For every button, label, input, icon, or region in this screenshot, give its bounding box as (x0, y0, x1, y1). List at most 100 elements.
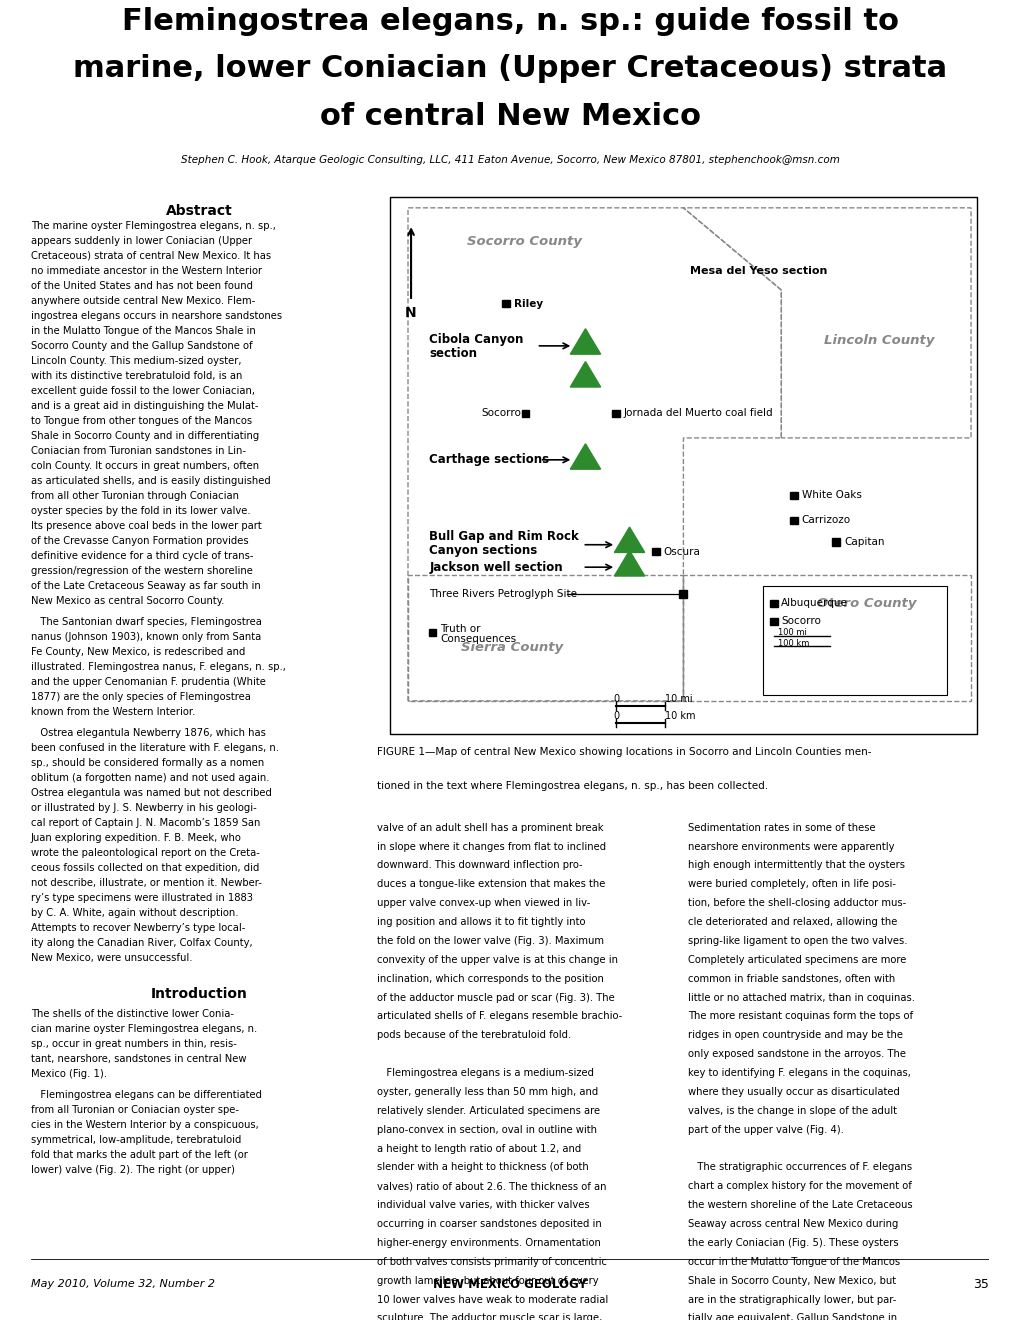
Text: Attempts to recover Newberry’s type local-: Attempts to recover Newberry’s type loca… (31, 924, 245, 933)
Text: Juan exploring expedition. F. B. Meek, who: Juan exploring expedition. F. B. Meek, w… (31, 833, 242, 843)
Text: Carrizozo: Carrizozo (801, 515, 850, 525)
Text: of the United States and has not been found: of the United States and has not been fo… (31, 281, 253, 290)
Text: of the Late Cretaceous Seaway as far south in: of the Late Cretaceous Seaway as far sou… (31, 581, 260, 591)
Text: The marine oyster Flemingostrea elegans, n. sp.,: The marine oyster Flemingostrea elegans,… (31, 220, 275, 231)
Text: high enough intermittently that the oysters: high enough intermittently that the oyst… (688, 861, 905, 870)
Bar (651, 548, 659, 556)
Text: in the Mulatto Tongue of the Mancos Shale in: in the Mulatto Tongue of the Mancos Shal… (31, 326, 255, 335)
Text: spring-like ligament to open the two valves.: spring-like ligament to open the two val… (688, 936, 907, 946)
Text: ry’s type specimens were illustrated in 1883: ry’s type specimens were illustrated in … (31, 894, 253, 903)
Text: where they usually occur as disarticulated: where they usually occur as disarticulat… (688, 1086, 900, 1097)
Text: Stephen C. Hook, Atarque Geologic Consulting, LLC, 411 Eaton Avenue, Socorro, Ne: Stephen C. Hook, Atarque Geologic Consul… (180, 156, 839, 165)
Text: N: N (405, 306, 417, 321)
Text: 10 lower valves have weak to moderate radial: 10 lower valves have weak to moderate ra… (377, 1295, 608, 1304)
Text: Albuquerque: Albuquerque (781, 598, 848, 609)
Text: Socorro: Socorro (481, 408, 521, 418)
Text: little or no attached matrix, than in coquinas.: little or no attached matrix, than in co… (688, 993, 915, 1003)
Text: ridges in open countryside and may be the: ridges in open countryside and may be th… (688, 1031, 903, 1040)
Text: Shale in Socorro County, New Mexico, but: Shale in Socorro County, New Mexico, but (688, 1275, 896, 1286)
Text: not describe, illustrate, or mention it. Newber-: not describe, illustrate, or mention it.… (31, 878, 261, 888)
Text: 100 km: 100 km (777, 639, 809, 648)
Text: anywhere outside central New Mexico. Flem-: anywhere outside central New Mexico. Fle… (31, 296, 255, 306)
Text: the fold on the lower valve (Fig. 3). Maximum: the fold on the lower valve (Fig. 3). Ma… (377, 936, 604, 946)
Polygon shape (570, 444, 600, 469)
Text: Bull Gap and Rim Rock: Bull Gap and Rim Rock (429, 531, 579, 543)
Text: key to identifying F. elegans in the coquinas,: key to identifying F. elegans in the coq… (688, 1068, 911, 1078)
Text: oyster species by the fold in its lower valve.: oyster species by the fold in its lower … (31, 506, 250, 516)
Text: NEW MEXICO GEOLOGY: NEW MEXICO GEOLOGY (433, 1278, 586, 1291)
Text: Oscura: Oscura (663, 546, 700, 557)
Text: 10 km: 10 km (664, 711, 695, 721)
Text: and the upper Cenomanian F. prudentia (White: and the upper Cenomanian F. prudentia (W… (31, 677, 265, 688)
Text: Lincoln County. This medium-sized oyster,: Lincoln County. This medium-sized oyster… (31, 356, 240, 366)
Text: Cretaceous) strata of central New Mexico. It has: Cretaceous) strata of central New Mexico… (31, 251, 270, 261)
Text: Flemingostrea elegans can be differentiated: Flemingostrea elegans can be differentia… (31, 1090, 261, 1100)
Text: tioned in the text where Flemingostrea elegans, n. sp., has been collected.: tioned in the text where Flemingostrea e… (377, 781, 767, 791)
Text: relatively slender. Articulated specimens are: relatively slender. Articulated specimen… (377, 1106, 600, 1115)
Text: Flemingostrea elegans, n. sp.: guide fossil to: Flemingostrea elegans, n. sp.: guide fos… (121, 7, 898, 36)
Text: Carthage sections: Carthage sections (429, 453, 549, 466)
Text: ing position and allows it to fit tightly into: ing position and allows it to fit tightl… (377, 917, 585, 927)
Bar (769, 599, 777, 607)
Text: fold that marks the adult part of the left (or: fold that marks the adult part of the le… (31, 1150, 248, 1160)
Text: Cibola Canyon: Cibola Canyon (429, 333, 524, 346)
Text: Shale in Socorro County and in differentiating: Shale in Socorro County and in different… (31, 430, 259, 441)
Text: 35: 35 (972, 1278, 988, 1291)
Text: Lincoln County: Lincoln County (823, 334, 933, 347)
Text: 10 mi: 10 mi (664, 694, 692, 704)
Text: Socorro: Socorro (781, 616, 820, 627)
Text: Capitan: Capitan (844, 537, 884, 546)
Text: from all Turonian or Coniacian oyster spe-: from all Turonian or Coniacian oyster sp… (31, 1105, 238, 1115)
Text: of central New Mexico: of central New Mexico (319, 102, 700, 131)
Text: gression/regression of the western shoreline: gression/regression of the western shore… (31, 566, 253, 576)
Text: The shells of the distinctive lower Conia-: The shells of the distinctive lower Coni… (31, 1008, 233, 1019)
Text: Coniacian from Turonian sandstones in Lin-: Coniacian from Turonian sandstones in Li… (31, 446, 246, 455)
Text: Flemingostrea elegans is a medium-sized: Flemingostrea elegans is a medium-sized (377, 1068, 594, 1078)
Text: valves, is the change in slope of the adult: valves, is the change in slope of the ad… (688, 1106, 897, 1115)
Text: 0: 0 (612, 694, 619, 704)
Text: as articulated shells, and is easily distinguished: as articulated shells, and is easily dis… (31, 477, 270, 486)
Text: sculpture. The adductor muscle scar is large,: sculpture. The adductor muscle scar is l… (377, 1313, 602, 1320)
Text: ingostrea elegans occurs in nearshore sandstones: ingostrea elegans occurs in nearshore sa… (31, 312, 281, 321)
Text: marine, lower Coniacian (Upper Cretaceous) strata: marine, lower Coniacian (Upper Cretaceou… (73, 54, 946, 83)
Text: cle deteriorated and relaxed, allowing the: cle deteriorated and relaxed, allowing t… (688, 917, 897, 927)
Text: Ostrea elegantula was named but not described: Ostrea elegantula was named but not desc… (31, 788, 271, 799)
Text: oblitum (a forgotten name) and not used again.: oblitum (a forgotten name) and not used … (31, 774, 269, 784)
Text: Abstract: Abstract (165, 205, 232, 218)
Text: pods because of the terebratuloid fold.: pods because of the terebratuloid fold. (377, 1031, 571, 1040)
Text: were buried completely, often in life posi-: were buried completely, often in life po… (688, 879, 896, 890)
Text: inclination, which corresponds to the position: inclination, which corresponds to the po… (377, 974, 603, 983)
Text: upper valve convex-up when viewed in liv-: upper valve convex-up when viewed in liv… (377, 898, 590, 908)
Text: Consequences: Consequences (440, 634, 516, 644)
Bar (832, 539, 840, 545)
Text: 0: 0 (612, 711, 619, 721)
Text: 100 mi: 100 mi (777, 628, 806, 636)
Text: appears suddenly in lower Coniacian (Upper: appears suddenly in lower Coniacian (Upp… (31, 236, 252, 246)
Text: tially age equivalent, Gallup Sandstone in: tially age equivalent, Gallup Sandstone … (688, 1313, 897, 1320)
Bar (501, 300, 510, 308)
Text: coln County. It occurs in great numbers, often: coln County. It occurs in great numbers,… (31, 461, 259, 471)
Text: excellent guide fossil to the lower Coniacian,: excellent guide fossil to the lower Coni… (31, 385, 255, 396)
Text: Canyon sections: Canyon sections (429, 544, 537, 557)
Text: May 2010, Volume 32, Number 2: May 2010, Volume 32, Number 2 (31, 1279, 214, 1290)
Text: ceous fossils collected on that expedition, did: ceous fossils collected on that expediti… (31, 863, 259, 874)
Text: Three Rivers Petroglyph Site: Three Rivers Petroglyph Site (429, 589, 577, 599)
Text: The more resistant coquinas form the tops of: The more resistant coquinas form the top… (688, 1011, 913, 1022)
Text: known from the Western Interior.: known from the Western Interior. (31, 708, 195, 717)
Text: ity along the Canadian River, Colfax County,: ity along the Canadian River, Colfax Cou… (31, 939, 252, 948)
Text: tant, nearshore, sandstones in central New: tant, nearshore, sandstones in central N… (31, 1053, 246, 1064)
Text: occurring in coarser sandstones deposited in: occurring in coarser sandstones deposite… (377, 1220, 601, 1229)
Text: plano-convex in section, oval in outline with: plano-convex in section, oval in outline… (377, 1125, 597, 1135)
Text: Truth or: Truth or (440, 623, 481, 634)
Bar (428, 628, 436, 636)
Text: no immediate ancestor in the Western Interior: no immediate ancestor in the Western Int… (31, 265, 262, 276)
Text: from all other Turonian through Coniacian: from all other Turonian through Coniacia… (31, 491, 238, 500)
Text: nearshore environments were apparently: nearshore environments were apparently (688, 842, 894, 851)
Bar (789, 516, 797, 524)
Text: 1877) are the only species of Flemingostrea: 1877) are the only species of Flemingost… (31, 692, 251, 702)
Text: convexity of the upper valve is at this change in: convexity of the upper valve is at this … (377, 954, 618, 965)
Text: with its distinctive terebratuloid fold, is an: with its distinctive terebratuloid fold,… (31, 371, 242, 381)
Polygon shape (570, 329, 600, 354)
Text: Mesa del Yeso section: Mesa del Yeso section (689, 265, 826, 276)
Text: been confused in the literature with F. elegans, n.: been confused in the literature with F. … (31, 743, 278, 754)
